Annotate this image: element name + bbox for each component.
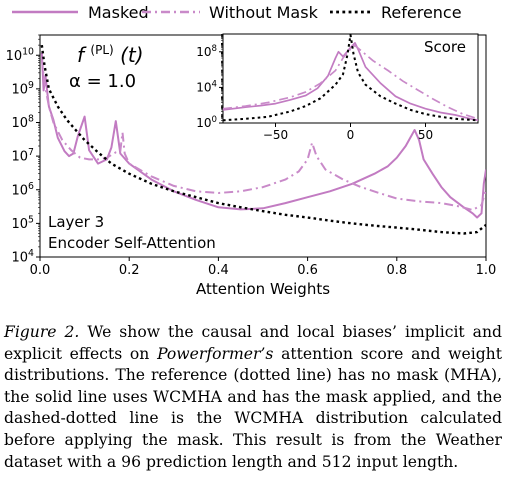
series-reference [40,44,486,235]
x-tick-label: 0.8 [386,263,407,278]
y-tick-label: 104 [12,248,35,265]
y-tick-label: 100 [196,115,217,130]
figure-2-chart: Masked Without Mask Reference 1041051061… [6,3,497,298]
legend-without-mask-label: Without Mask [209,3,319,22]
formula-alpha: α = 1.0 [69,71,136,92]
y-tick-label: 104 [196,80,217,95]
y-tick-label: 109 [12,80,35,97]
y-tick-label: 106 [12,181,35,198]
caption-part2: attention score and weight distributions… [4,344,502,471]
formula-sup: (PL) [90,43,113,57]
legend: Masked Without Mask Reference [12,3,462,22]
y-tick-label: 108 [12,114,35,131]
x-tick-label: −50 [263,128,288,142]
inset-x-axis: −50 0 50 [263,123,433,142]
formula-f: f [77,43,87,67]
formula-arg: (t) [120,43,143,67]
main-series [40,44,486,235]
caption-label: Figure 2. [4,323,80,341]
caption-emph: Powerformer’s [157,344,274,363]
x-tick-label: 0.2 [119,263,140,278]
svg-text:f (PL) (t): f (PL) (t) [77,35,144,67]
series-reference [223,34,478,122]
main-y-axis: 104 105 106 107 108 109 1010 [6,34,40,266]
x-tick-label: 0.0 [30,263,51,278]
encoder-annotation: Encoder Self-Attention [48,234,216,252]
inset-title: Score [424,38,466,56]
y-tick-label: 1010 [6,46,34,63]
y-tick-label: 105 [12,214,35,231]
x-tick-label: 0.6 [297,263,318,278]
caption-part1: We show the causal and local biases’ imp… [4,323,502,363]
series-without-mask [40,58,486,211]
inset-series [223,34,478,122]
x-tick-label: 0 [347,128,355,142]
formula-annotation: f (PL) (t) α = 1.0 [69,35,144,92]
series-masked [223,42,478,122]
legend-masked-label: Masked [88,3,149,22]
figure-caption: Figure 2. We show the causal and local b… [4,322,502,473]
main-x-axis: 0.0 0.2 0.4 0.6 0.8 1.0 [30,257,497,278]
y-tick-label: 107 [12,147,35,164]
x-axis-label: Attention Weights [196,280,330,298]
inset-y-axis: 100 104 108 [196,34,223,130]
y-tick-label: 108 [196,44,217,59]
series-masked [40,52,486,219]
x-tick-label: 1.0 [476,263,497,278]
legend-reference-label: Reference [381,3,462,22]
x-tick-label: 50 [418,128,433,142]
layer-annotation: Layer 3 [48,213,104,231]
x-tick-label: 0.4 [208,263,229,278]
series-without-mask [223,44,478,120]
